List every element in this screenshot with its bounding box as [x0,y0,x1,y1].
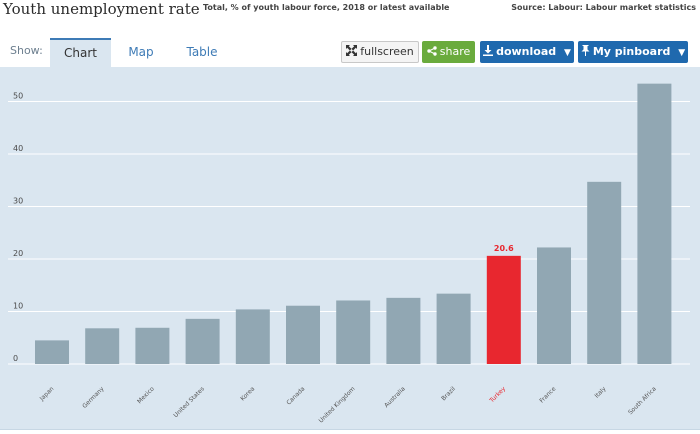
caret-down-icon: ▼ [678,48,686,58]
bar [35,340,69,364]
share-icon [427,41,437,63]
show-label: Show: [10,44,43,57]
x-tick-label: Italy [593,385,607,399]
download-button[interactable]: download ▼ [480,41,574,63]
pin-icon [581,41,590,63]
bar [436,293,471,364]
bar [85,328,120,364]
download-label: download [496,45,557,58]
share-label: share [439,45,471,58]
chart-subtitle: Total, % of youth labour force, 2018 or … [203,3,450,12]
x-tick-label: United States [172,385,206,419]
x-tick-label: Brazil [440,385,457,402]
x-tick-label: France [538,385,557,404]
y-tick-label: 20 [13,249,23,258]
chart-area: 0 10 20 30 40 50 Japan Germany Mexico United Stat… [0,67,700,430]
toolbar: Show: Chart Map Table fullscreen share d… [0,38,700,67]
y-tick-label: 50 [13,92,23,101]
tab-map-label: Map [128,45,154,59]
y-tick-label: 30 [13,197,23,206]
pinboard-label: My pinboard [592,45,671,58]
bar-chart: 0 10 20 30 40 50 Japan Germany Mexico United Stat… [8,83,690,424]
x-tick-label: South Africa [627,385,658,416]
bar [587,181,622,364]
share-button[interactable]: share [422,41,475,63]
tab-chart-label: Chart [64,46,97,60]
tab-table-label: Table [186,45,218,59]
y-tick-label: 0 [13,354,18,363]
bar [185,318,220,364]
bar [637,83,672,365]
data-label: 20.6 [494,244,514,253]
bar [336,300,371,364]
bar [286,305,320,364]
expand-arrows-icon [346,42,358,62]
x-tick-label: Mexico [136,385,156,405]
chart-header: Youth unemployment rate Total, % of yout… [0,0,700,22]
y-tick-label: 10 [13,302,23,311]
y-tick-label: 40 [13,144,23,153]
bar [537,247,571,364]
chart-title: Youth unemployment rate [3,0,200,18]
bar [235,309,270,364]
pinboard-button[interactable]: My pinboard ▼ [578,41,688,63]
x-tick-label: Germany [81,385,106,410]
bar [135,327,170,364]
bar [386,297,421,364]
fullscreen-label: fullscreen [360,45,414,58]
bar [486,255,521,364]
source-note: Source: Labour: Labour market statistics [511,3,696,12]
divider [0,429,700,430]
fullscreen-button[interactable]: fullscreen [341,41,419,63]
x-tick-label: Korea [239,385,256,402]
tab-map[interactable]: Map [111,38,171,67]
x-tick-label: Turkey [488,385,508,405]
download-icon [483,41,494,63]
tab-table[interactable]: Table [171,38,233,67]
tab-chart[interactable]: Chart [50,38,111,67]
x-tick-label: Australia [383,385,407,409]
x-tick-label: Japan [38,385,56,403]
x-tick-label: Canada [285,385,306,406]
x-tick-label: United Kingdom [318,385,357,424]
caret-down-icon: ▼ [563,48,571,58]
